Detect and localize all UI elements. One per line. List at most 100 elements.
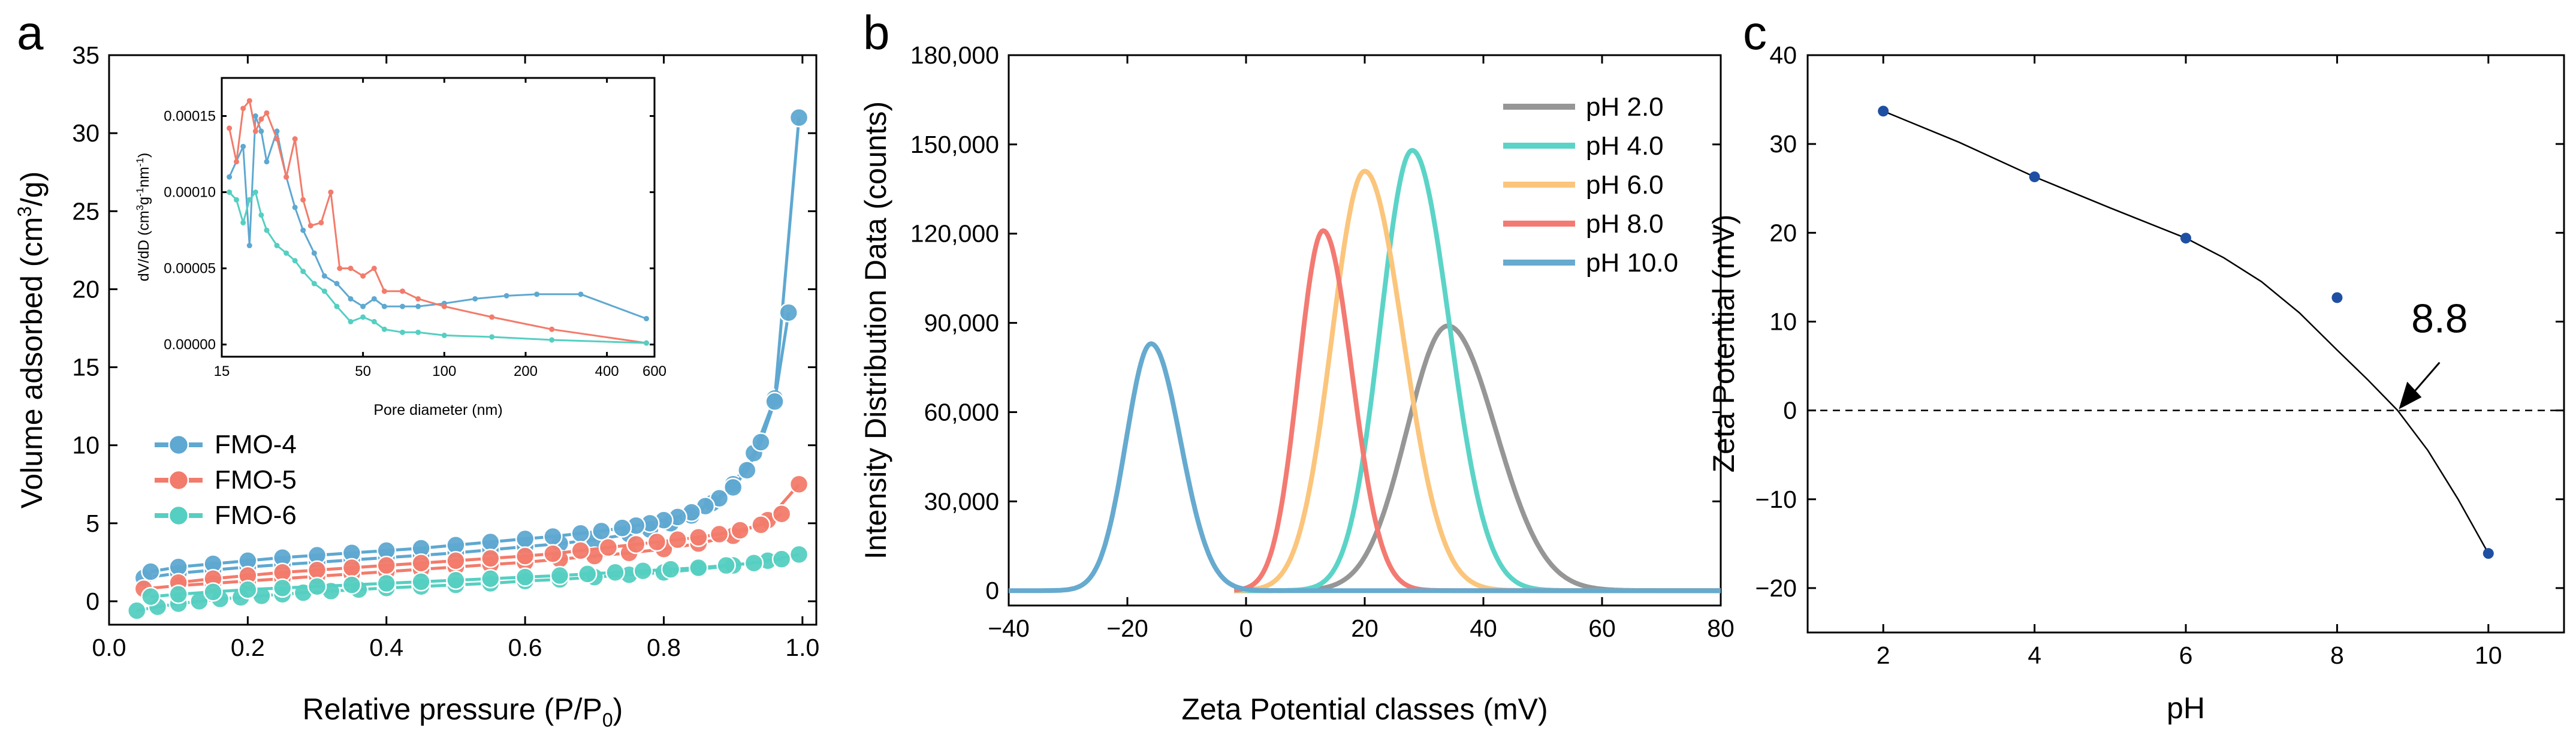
inset-point-fmo-5 (318, 219, 324, 225)
data-point-fmo-5 (709, 524, 729, 544)
chart-c-frame (1806, 54, 2565, 634)
inset-point-fmo-6 (264, 227, 270, 233)
x-tick-label: −20 (1106, 615, 1148, 642)
inset-point-fmo-5 (240, 106, 246, 112)
inset-point-fmo-4 (334, 281, 340, 287)
data-point-fmo-5 (751, 515, 771, 535)
data-point-fmo-5 (411, 553, 431, 573)
data-point-fmo-6 (633, 561, 653, 581)
data-point (2029, 171, 2040, 182)
inset-point-fmo-6 (311, 281, 317, 287)
x-tick-label: 8 (2330, 641, 2344, 669)
inset-point-fmo-4 (240, 143, 246, 149)
data-point-fmo-6 (716, 555, 736, 576)
inset-point-fmo-4 (578, 291, 584, 297)
inset-point-fmo-5 (328, 189, 334, 195)
y-tick-label: 0.00015 (164, 109, 216, 125)
series-line-ph-8-0 (1233, 228, 1722, 594)
inset-point-fmo-6 (643, 340, 649, 346)
chart-b-plot-area (1008, 147, 1722, 594)
inset-y-axis: 0.00000 0.00005 0.00010 0.00015 (164, 109, 654, 353)
inset-x-label: Pore diameter (nm) (373, 402, 502, 418)
data-point-fmo-6 (141, 586, 161, 607)
inset-point-fmo-6 (233, 197, 239, 203)
data-point-fmo-6 (238, 580, 258, 600)
x-tick-label: 20 (1351, 615, 1379, 642)
legend-label-ph-6: pH 6.0 (1586, 170, 1664, 200)
x-tick-label: 6 (2179, 641, 2193, 669)
inset-point-fmo-4 (371, 296, 377, 302)
inset-point-fmo-4 (381, 303, 387, 309)
inset-point-fmo-5 (441, 303, 447, 309)
y-tick-label: 0.00005 (164, 261, 216, 277)
chart-a-y-axis: 0 5 10 15 20 25 30 35 (72, 41, 816, 615)
inset-point-fmo-4 (360, 303, 366, 309)
data-point-fmo-6 (203, 582, 223, 602)
data-point-fmo-6 (446, 570, 466, 591)
inset-point-fmo-6 (274, 243, 280, 249)
data-point-fmo-6 (577, 564, 598, 584)
legend-marker-fmo-6 (168, 505, 189, 526)
data-point-fmo-4 (789, 107, 809, 128)
y-tick-label: 120,000 (910, 220, 999, 248)
y-tick-label: 90,000 (924, 309, 999, 337)
inset-point-fmo-4 (300, 227, 306, 233)
legend-label-ph-8: pH 8.0 (1586, 209, 1664, 239)
data-point-fmo-6 (376, 573, 396, 594)
inset-point-fmo-6 (489, 334, 495, 340)
legend-label-fmo-5: FMO-5 (215, 465, 297, 495)
inset-point-fmo-5 (400, 288, 406, 294)
data-point-fmo-5 (730, 520, 750, 540)
y-tick-label: 5 (86, 510, 99, 537)
data-point-fmo-4 (723, 477, 743, 498)
data-point-fmo-6 (342, 575, 362, 595)
inset-point-fmo-4 (321, 273, 327, 279)
data-point-fmo-6 (660, 559, 681, 579)
inset-plot-area (227, 98, 649, 346)
data-point (2483, 548, 2494, 559)
inset-point-fmo-6 (381, 326, 387, 332)
data-point (2180, 233, 2191, 244)
inset-y-label: dV/dD (cm3g-1nm-1) (134, 153, 152, 282)
data-point-fmo-6 (411, 572, 431, 592)
panel-letter-c: c (1743, 6, 1767, 59)
chart-c-x-axis: 2 4 6 8 10 (1877, 55, 2502, 669)
x-tick-label: 400 (595, 363, 619, 379)
inset-point-fmo-4 (252, 113, 258, 119)
inset-point-fmo-6 (441, 332, 447, 338)
inset-point-fmo-6 (252, 189, 258, 195)
data-point-fmo-4 (141, 562, 161, 582)
data-point (2331, 292, 2343, 303)
x-tick-label: 200 (514, 363, 538, 379)
y-tick-label: 150,000 (910, 131, 999, 158)
x-tick-label: 0.6 (508, 634, 542, 661)
fit-curve (1883, 110, 2489, 554)
legend-label-fmo-4: FMO-4 (215, 430, 297, 459)
x-tick-label: 10 (2475, 641, 2502, 669)
x-tick-label: 15 (214, 363, 230, 379)
data-point-fmo-6 (307, 576, 327, 597)
series-line-fmo-5-desorption (178, 512, 783, 585)
data-point-fmo-5 (668, 529, 687, 550)
chart-b-y-axis: 0 30,000 60,000 90,000 120,000 150,000 180,000 (910, 41, 1721, 604)
chart-a-plot-area (127, 107, 809, 620)
inset-point-fmo-5 (274, 136, 280, 142)
inset-point-fmo-5 (337, 266, 343, 272)
data-point-fmo-5 (307, 560, 327, 580)
data-point-fmo-4 (515, 529, 535, 549)
x-tick-label: 60 (1588, 615, 1616, 642)
data-point-fmo-6 (550, 565, 570, 586)
chart-b: −40 −20 0 20 40 60 80 0 30,000 60,000 90,000 120,0… (859, 41, 1735, 726)
y-tick-label: 20 (1769, 219, 1797, 246)
y-tick-label: 10 (72, 432, 99, 459)
chart-a-legend: FMO-4 FMO-5 FMO-6 (155, 430, 297, 530)
chart-a-y-label: Volume adsorbed (cm3/g) (14, 171, 49, 509)
inset-point-fmo-6 (246, 197, 252, 203)
inset-point-fmo-4 (534, 291, 540, 297)
chart-c-x-label: pH (2167, 691, 2205, 725)
data-point-fmo-6 (789, 544, 809, 565)
inset-point-fmo-4 (503, 293, 509, 299)
legend-label-ph-10: pH 10.0 (1586, 248, 1678, 278)
inset-point-fmo-5 (292, 136, 298, 142)
inset-point-fmo-5 (246, 98, 252, 104)
